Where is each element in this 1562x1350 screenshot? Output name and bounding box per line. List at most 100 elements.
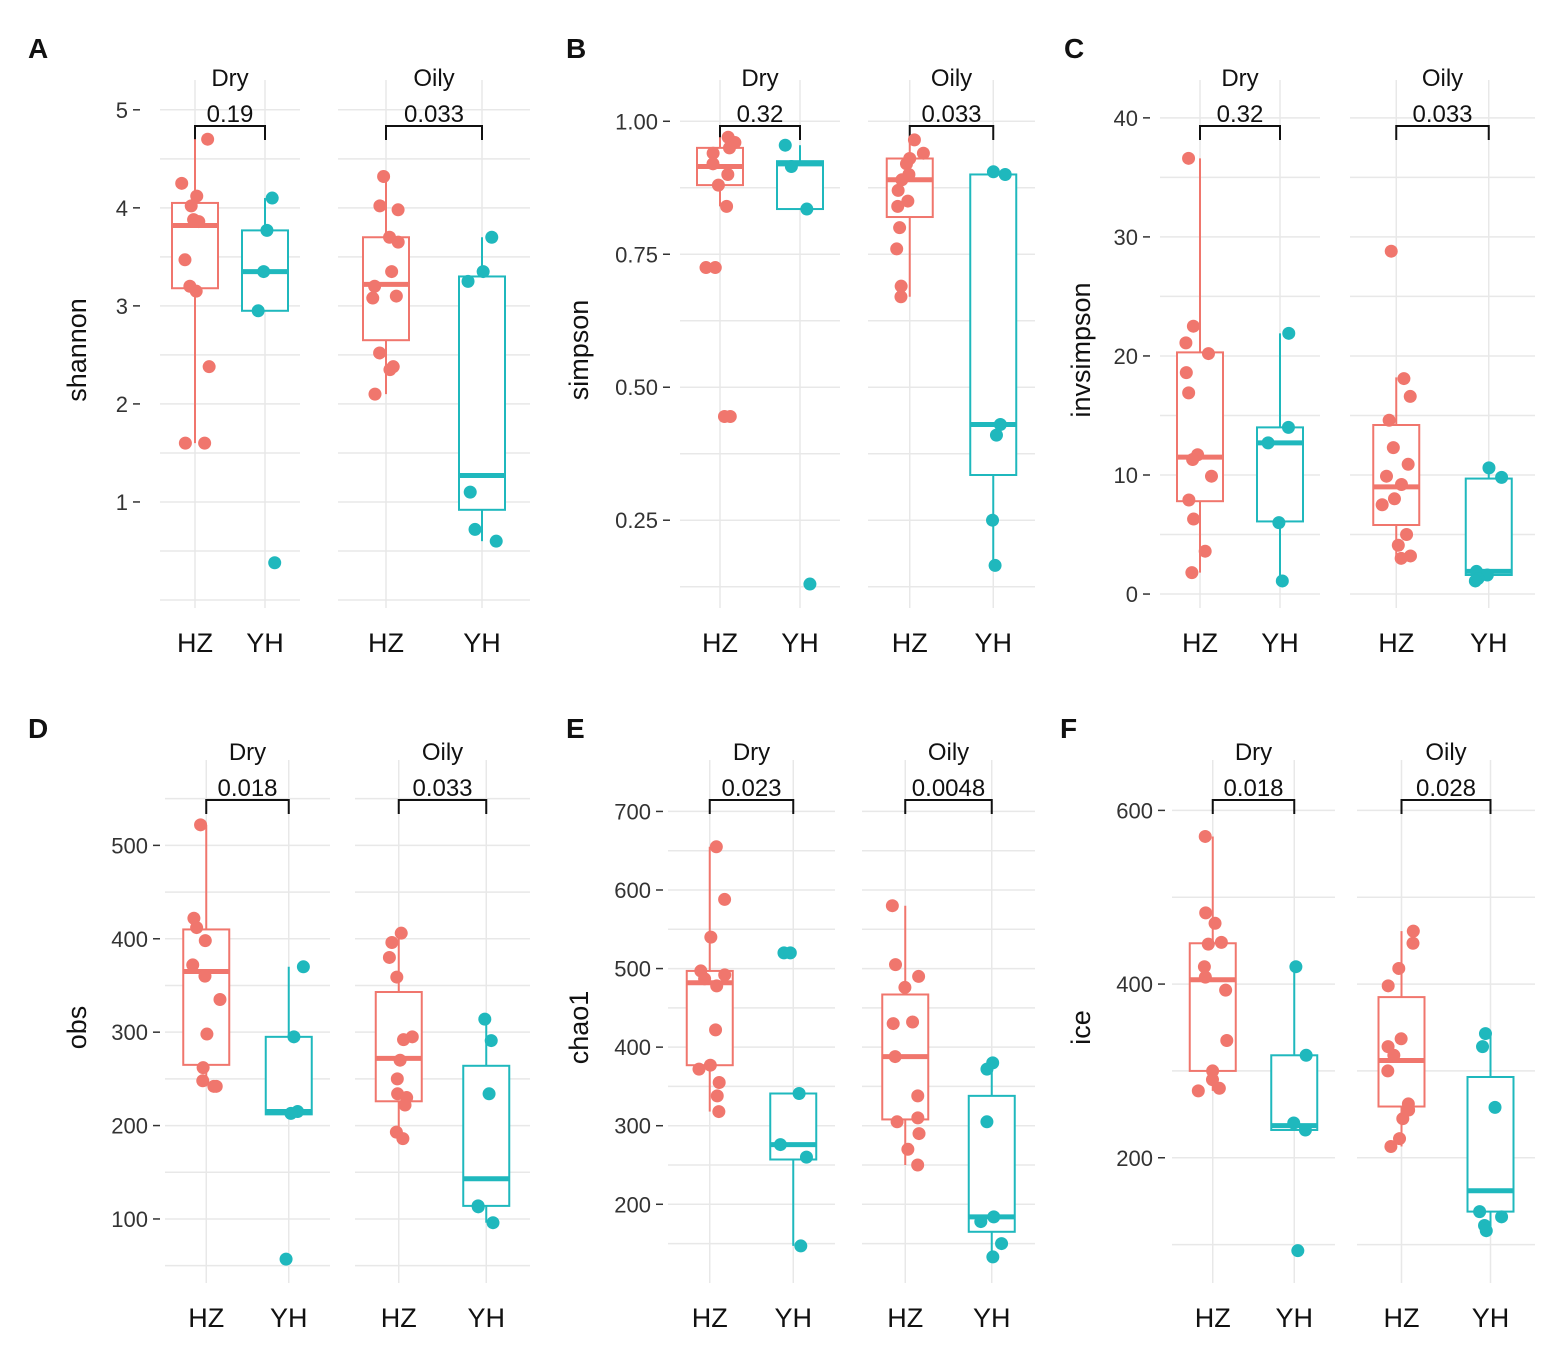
data-point <box>912 969 926 983</box>
data-point <box>1379 469 1393 483</box>
data-point <box>890 1115 904 1129</box>
data-point <box>461 274 475 288</box>
facet-oily: Oily 0.033 HZ YH <box>868 65 1035 658</box>
y-tick-label: 700 <box>614 799 651 824</box>
data-point <box>1179 366 1193 380</box>
data-point <box>1214 935 1228 949</box>
data-point <box>1204 469 1218 483</box>
box <box>967 1094 1016 1233</box>
data-point <box>482 1087 496 1101</box>
data-point <box>1406 924 1420 938</box>
data-point <box>895 173 909 187</box>
y-tick-label: 200 <box>614 1192 651 1217</box>
data-point <box>784 159 798 173</box>
data-point <box>803 577 817 591</box>
y-tick-label: 2 <box>116 392 128 417</box>
data-point <box>175 176 189 190</box>
facet-title: Oily <box>928 739 969 766</box>
data-point <box>792 1087 806 1100</box>
significance-bracket <box>908 125 995 140</box>
data-point <box>385 265 399 279</box>
data-point <box>1381 1064 1395 1078</box>
box <box>462 1064 511 1207</box>
p-value: 0.033 <box>921 101 981 128</box>
data-point <box>1182 493 1196 507</box>
data-point <box>198 934 212 948</box>
facet-oily: Oily 0.033 HZ YH <box>338 65 530 658</box>
significance-bracket <box>397 799 488 814</box>
data-point <box>1382 413 1396 427</box>
data-point <box>1401 457 1415 471</box>
data-point <box>394 926 408 940</box>
data-point <box>198 969 212 983</box>
data-point <box>891 183 905 197</box>
p-value: 0.018 <box>1223 775 1283 802</box>
data-point <box>397 1033 411 1047</box>
data-point <box>485 230 499 244</box>
group-yh: YH <box>969 165 1018 658</box>
data-point <box>703 1058 717 1072</box>
data-point <box>906 1015 920 1029</box>
data-point <box>720 199 734 213</box>
data-point <box>368 387 382 401</box>
data-point <box>296 960 310 974</box>
data-point <box>202 360 216 374</box>
y-axis-label: invsimpson <box>1066 282 1096 417</box>
box <box>1188 942 1237 1072</box>
data-point <box>893 221 907 235</box>
data-point <box>1384 244 1398 258</box>
data-point <box>1201 937 1215 951</box>
data-point <box>894 290 908 304</box>
data-point <box>178 253 192 267</box>
data-point <box>1201 347 1215 361</box>
x-tick-label: YH <box>467 1303 505 1333</box>
data-point <box>383 363 397 377</box>
data-point <box>988 558 1002 572</box>
facet-title: Dry <box>733 739 770 766</box>
data-point <box>391 235 405 249</box>
data-point <box>1468 574 1482 588</box>
data-point <box>778 138 792 152</box>
facet-title: Oily <box>422 739 463 766</box>
x-tick-label: YH <box>774 1303 812 1333</box>
data-point <box>209 1079 223 1093</box>
data-point <box>1299 1048 1313 1062</box>
data-point <box>987 1210 1001 1224</box>
x-tick-label: HZ <box>368 628 404 658</box>
p-value: 0.19 <box>207 101 254 128</box>
p-value: 0.033 <box>412 775 472 802</box>
group-hz: HZ <box>696 130 744 658</box>
p-value: 0.32 <box>737 101 784 128</box>
data-point <box>1185 566 1199 580</box>
x-tick-label: YH <box>246 628 284 658</box>
p-value: 0.028 <box>1416 775 1476 802</box>
x-tick-label: HZ <box>692 1303 728 1333</box>
data-point <box>721 167 735 181</box>
data-point <box>1397 372 1411 386</box>
data-point <box>711 178 725 192</box>
data-point <box>1199 906 1213 920</box>
data-point <box>1198 970 1212 984</box>
data-point <box>1479 1224 1493 1238</box>
data-point <box>692 1062 706 1076</box>
data-point <box>706 157 720 171</box>
data-point <box>699 261 713 275</box>
data-point <box>718 968 732 982</box>
data-point <box>1198 829 1212 843</box>
x-tick-label: HZ <box>177 628 213 658</box>
data-point <box>373 346 387 360</box>
x-tick-label: HZ <box>188 1303 224 1333</box>
facet-dry: Dry 0.018 HZ YH <box>165 739 330 1333</box>
data-point <box>186 958 200 972</box>
data-point <box>1281 420 1295 434</box>
facet-oily: Oily 0.033 HZ YH <box>1350 65 1535 658</box>
data-point <box>385 936 399 950</box>
data-point <box>712 1076 726 1089</box>
data-point <box>189 284 203 298</box>
y-tick-label: 0 <box>1126 582 1138 607</box>
data-point <box>190 189 204 203</box>
data-point <box>1212 1081 1226 1095</box>
data-point <box>1394 551 1408 565</box>
data-point <box>1275 574 1289 588</box>
